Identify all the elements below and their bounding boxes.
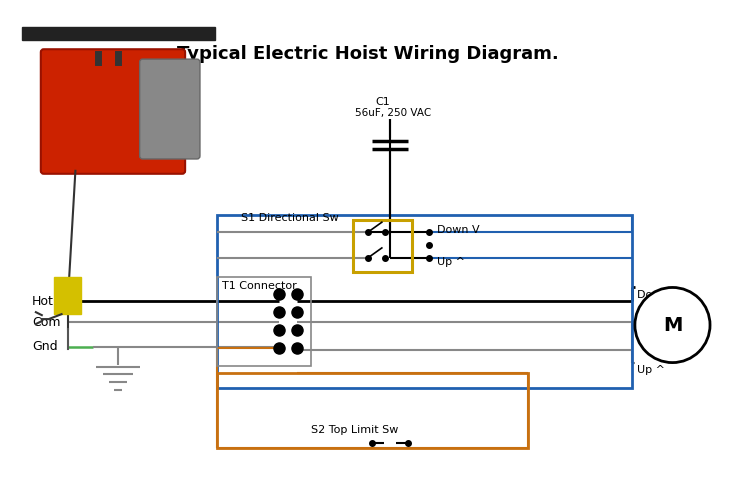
Text: C1: C1 [375, 97, 389, 107]
Text: Down V: Down V [637, 290, 679, 300]
Bar [217, 277, 311, 366]
FancyBboxPatch shape [140, 59, 200, 159]
Text: Down V: Down V [437, 225, 480, 235]
Bar [217, 373, 528, 448]
FancyBboxPatch shape [40, 49, 185, 174]
Bar [22, 27, 215, 41]
Text: Gnd: Gnd [32, 341, 57, 353]
Text: M: M [663, 315, 682, 335]
Text: S2 Top Limit Sw: S2 Top Limit Sw [311, 425, 398, 435]
Bar [54, 277, 82, 314]
Bar [353, 220, 412, 271]
Text: Up ^: Up ^ [437, 257, 465, 267]
Circle shape [635, 287, 710, 363]
Text: S1 Directional Sw: S1 Directional Sw [241, 213, 339, 223]
Bar [217, 215, 632, 388]
Text: Up ^: Up ^ [637, 366, 665, 375]
Text: Typical Electric Hoist Wiring Diagram.: Typical Electric Hoist Wiring Diagram. [177, 45, 559, 63]
Text: T1 Connector: T1 Connector [222, 282, 297, 291]
Text: Hot: Hot [32, 295, 54, 308]
Text: 56uF, 250 VAC: 56uF, 250 VAC [355, 108, 431, 117]
Text: Com: Com [32, 315, 60, 328]
